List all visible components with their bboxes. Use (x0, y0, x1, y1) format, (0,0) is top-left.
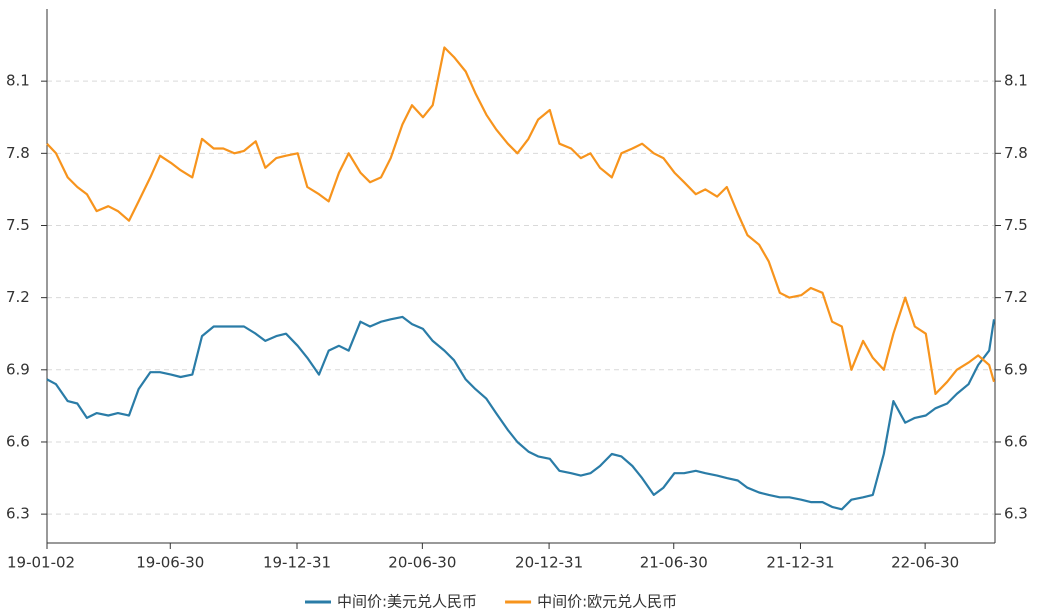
series-line (46, 46, 996, 395)
x-tick-label: 22-06-30 (891, 554, 959, 572)
y2-tick-label: 7.8 (1004, 144, 1028, 162)
y2-tick-label: 6.3 (1004, 505, 1028, 523)
x-tick-label: 19-12-31 (263, 554, 331, 572)
legend-label: 中间价:欧元兑人民币 (537, 593, 677, 611)
x-tick-label: 20-06-30 (388, 554, 456, 572)
x-tick-label: 19-06-30 (136, 554, 204, 572)
y-tick-label: 6.9 (6, 360, 30, 378)
y2-tick-label: 6.9 (1004, 360, 1028, 378)
y-tick-label: 7.5 (6, 216, 30, 234)
y-tick-label: 6.6 (6, 432, 30, 450)
x-tick-label: 21-12-31 (766, 554, 834, 572)
series-line (46, 315, 996, 511)
y-tick-label: 6.3 (6, 505, 30, 523)
x-tick-label: 19-01-02 (7, 554, 75, 572)
y2-tick-label: 7.2 (1004, 288, 1028, 306)
y-tick-label: 7.8 (6, 144, 30, 162)
x-tick-label: 21-06-30 (640, 554, 708, 572)
y2-tick-label: 7.5 (1004, 216, 1028, 234)
y2-tick-label: 8.1 (1004, 72, 1028, 90)
y-tick-label: 8.1 (6, 72, 30, 90)
y-tick-label: 7.2 (6, 288, 30, 306)
y2-tick-label: 6.6 (1004, 432, 1028, 450)
x-tick-label: 20-12-31 (515, 554, 583, 572)
legend-label: 中间价:美元兑人民币 (337, 593, 477, 611)
